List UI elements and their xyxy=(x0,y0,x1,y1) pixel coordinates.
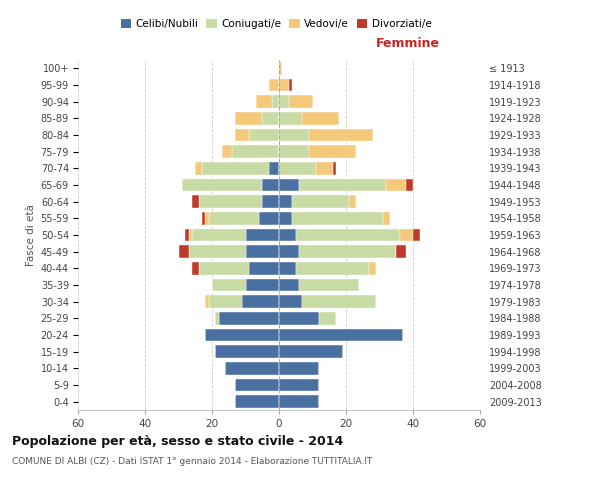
Bar xyxy=(262,196,279,208)
Text: Femmine: Femmine xyxy=(376,36,440,50)
Bar xyxy=(279,396,319,408)
Bar xyxy=(279,62,283,74)
Bar xyxy=(413,229,420,241)
Bar xyxy=(182,179,262,192)
Bar xyxy=(279,162,316,174)
Bar xyxy=(245,229,279,241)
Bar xyxy=(262,179,279,192)
Bar xyxy=(406,179,413,192)
Bar xyxy=(188,246,245,258)
Bar xyxy=(249,129,279,141)
Bar xyxy=(279,112,302,124)
Bar xyxy=(218,312,279,324)
Bar xyxy=(249,262,279,274)
Bar xyxy=(302,112,340,124)
Bar xyxy=(256,96,272,108)
Bar xyxy=(215,346,279,358)
Bar xyxy=(212,279,245,291)
Bar xyxy=(279,279,299,291)
Legend: Celibi/Nubili, Coniugati/e, Vedovi/e, Divorziati/e: Celibi/Nubili, Coniugati/e, Vedovi/e, Di… xyxy=(116,15,436,34)
Bar xyxy=(279,96,289,108)
Bar xyxy=(235,112,262,124)
Bar xyxy=(205,212,209,224)
Bar xyxy=(299,246,396,258)
Bar xyxy=(185,229,188,241)
Bar xyxy=(199,262,249,274)
Bar xyxy=(215,312,218,324)
Bar xyxy=(202,162,269,174)
Bar xyxy=(309,146,356,158)
Bar xyxy=(209,212,259,224)
Bar xyxy=(279,229,296,241)
Bar xyxy=(319,312,336,324)
Bar xyxy=(309,129,373,141)
Bar xyxy=(235,129,249,141)
Bar xyxy=(279,346,343,358)
Bar xyxy=(202,212,205,224)
Bar xyxy=(269,162,279,174)
Bar xyxy=(235,396,279,408)
Bar xyxy=(245,279,279,291)
Bar xyxy=(396,246,406,258)
Bar xyxy=(279,79,289,92)
Bar xyxy=(199,196,262,208)
Bar xyxy=(279,329,403,341)
Bar xyxy=(192,229,245,241)
Bar xyxy=(279,246,299,258)
Bar xyxy=(226,362,279,374)
Text: Popolazione per età, sesso e stato civile - 2014: Popolazione per età, sesso e stato civil… xyxy=(12,435,343,448)
Bar xyxy=(279,296,302,308)
Bar xyxy=(289,96,313,108)
Bar xyxy=(400,229,413,241)
Bar xyxy=(299,279,359,291)
Bar xyxy=(209,296,242,308)
Bar xyxy=(279,179,299,192)
Bar xyxy=(235,379,279,391)
Bar xyxy=(332,162,336,174)
Y-axis label: Fasce di età: Fasce di età xyxy=(26,204,37,266)
Bar xyxy=(302,296,376,308)
Bar xyxy=(279,262,296,274)
Bar xyxy=(188,229,192,241)
Bar xyxy=(279,146,309,158)
Bar xyxy=(205,296,209,308)
Bar xyxy=(232,146,279,158)
Bar xyxy=(279,362,319,374)
Bar xyxy=(242,296,279,308)
Bar xyxy=(289,79,292,92)
Bar xyxy=(279,212,292,224)
Bar xyxy=(179,246,188,258)
Bar xyxy=(279,379,319,391)
Text: COMUNE DI ALBI (CZ) - Dati ISTAT 1° gennaio 2014 - Elaborazione TUTTITALIA.IT: COMUNE DI ALBI (CZ) - Dati ISTAT 1° genn… xyxy=(12,458,373,466)
Bar xyxy=(296,262,370,274)
Bar xyxy=(316,162,332,174)
Bar xyxy=(292,196,349,208)
Bar xyxy=(222,146,232,158)
Bar xyxy=(195,162,202,174)
Bar xyxy=(370,262,376,274)
Bar xyxy=(279,196,292,208)
Bar xyxy=(292,212,383,224)
Bar xyxy=(262,112,279,124)
Bar xyxy=(192,196,199,208)
Bar xyxy=(386,179,406,192)
Bar xyxy=(299,179,386,192)
Bar xyxy=(269,79,279,92)
Bar xyxy=(245,246,279,258)
Bar xyxy=(272,96,279,108)
Bar xyxy=(349,196,356,208)
Bar xyxy=(279,129,309,141)
Bar xyxy=(296,229,400,241)
Bar xyxy=(205,329,279,341)
Bar xyxy=(192,262,199,274)
Bar xyxy=(383,212,389,224)
Bar xyxy=(259,212,279,224)
Bar xyxy=(279,312,319,324)
